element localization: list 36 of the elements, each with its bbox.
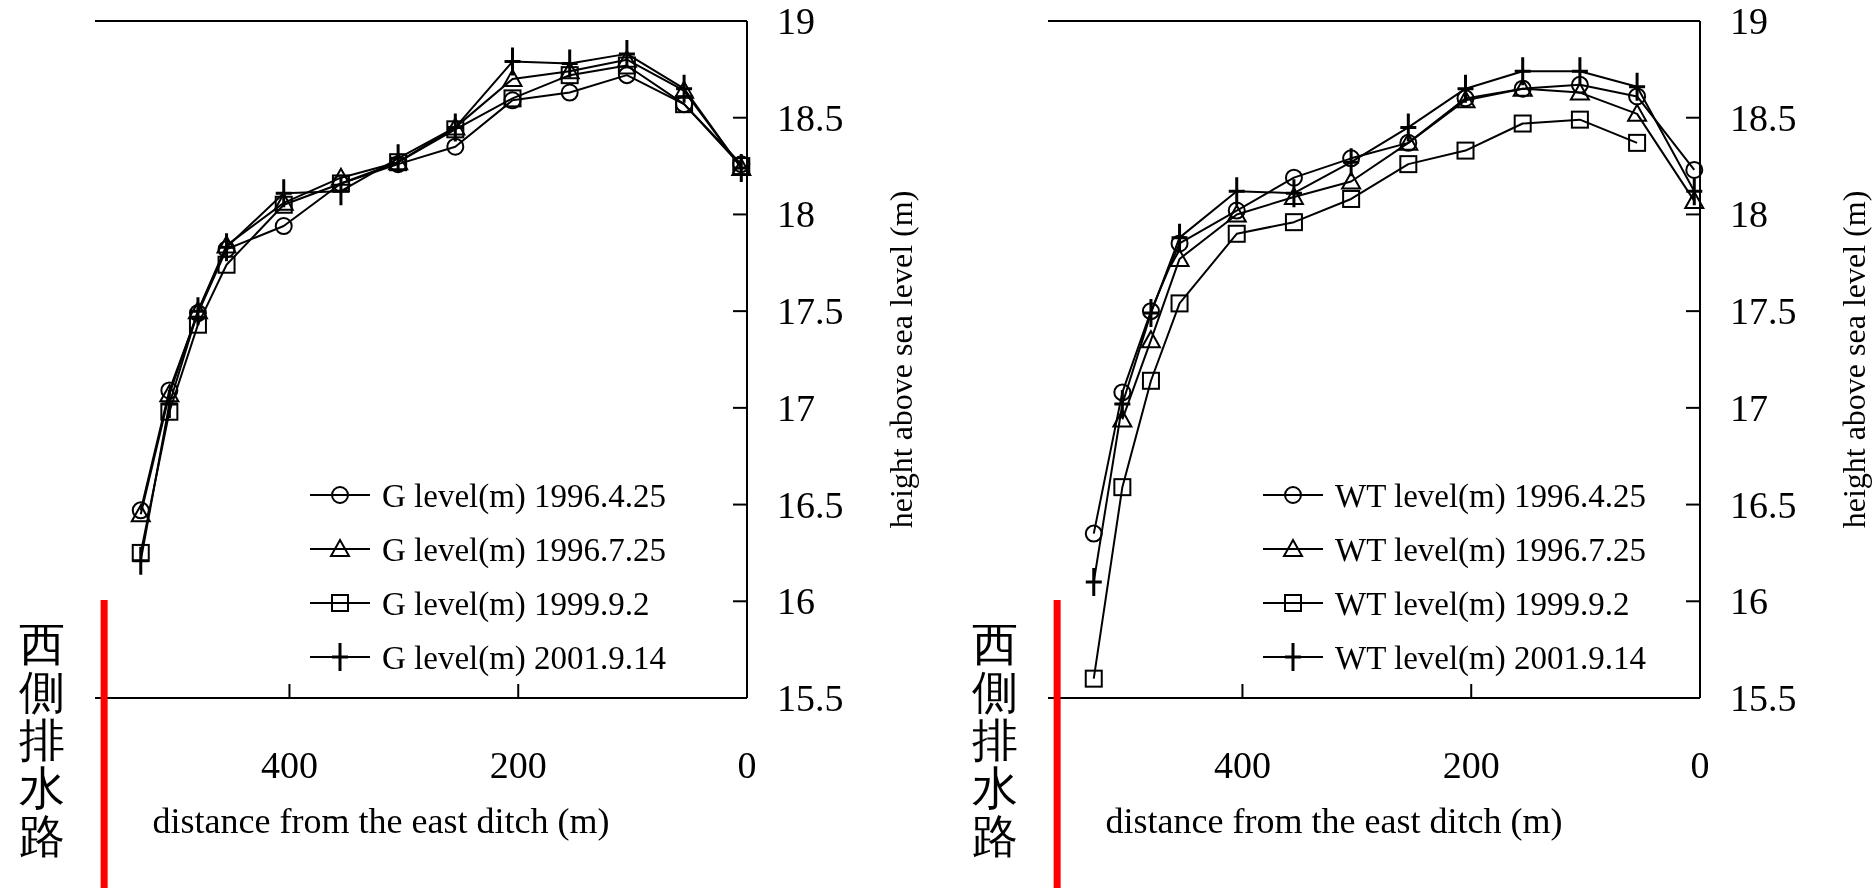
y-axis-title: height above sea level (m) [883,190,919,529]
y-tick-label: 18 [777,193,815,236]
y-tick-label: 16.5 [777,483,844,526]
legend-label: G level(m) 1999.9.2 [382,586,650,623]
x-axis-title: distance from the east ditch (m) [152,801,610,841]
x-tick-label: 200 [489,744,547,786]
x-tick-label: 400 [1213,744,1271,786]
x-tick-label: 400 [260,744,318,786]
y-tick-label: 15.5 [777,677,844,719]
y-axis-title: height above sea level (m) [1836,190,1872,529]
y-tick-label: 15.5 [1730,677,1797,719]
legend-label: G level(m) 1996.7.25 [382,532,667,569]
x-axis-title: distance from the east ditch (m) [1105,801,1563,841]
x-tick-label: 0 [737,744,757,786]
legend-label: WT level(m) 1996.7.25 [1335,532,1646,569]
y-tick-label: 17 [1730,386,1768,429]
y-tick-label: 16.5 [1730,483,1797,526]
legend-label: G level(m) 2001.9.14 [382,640,667,677]
y-tick-label: 18.5 [777,96,844,139]
ref-line-label: 西側排水路 [19,617,66,863]
y-tick-label: 18.5 [1730,96,1797,139]
legend-label: WT level(m) 1996.4.25 [1335,478,1646,515]
y-tick-label: 19 [1730,0,1768,42]
y-tick-label: 19 [777,0,815,42]
legend-label: WT level(m) 2001.9.14 [1335,640,1646,677]
y-tick-label: 17.5 [1730,290,1797,333]
ref-line-label: 西側排水路 [972,617,1019,863]
x-tick-label: 200 [1442,744,1500,786]
x-tick-label: 0 [1690,744,1710,786]
y-tick-label: 16 [777,580,815,623]
legend-label: G level(m) 1996.4.25 [382,478,667,515]
y-tick-label: 16 [1730,580,1768,623]
y-tick-label: 18 [1730,193,1768,236]
y-tick-label: 17 [777,386,815,429]
y-tick-label: 17.5 [777,290,844,333]
legend-label: WT level(m) 1999.9.2 [1335,586,1630,623]
